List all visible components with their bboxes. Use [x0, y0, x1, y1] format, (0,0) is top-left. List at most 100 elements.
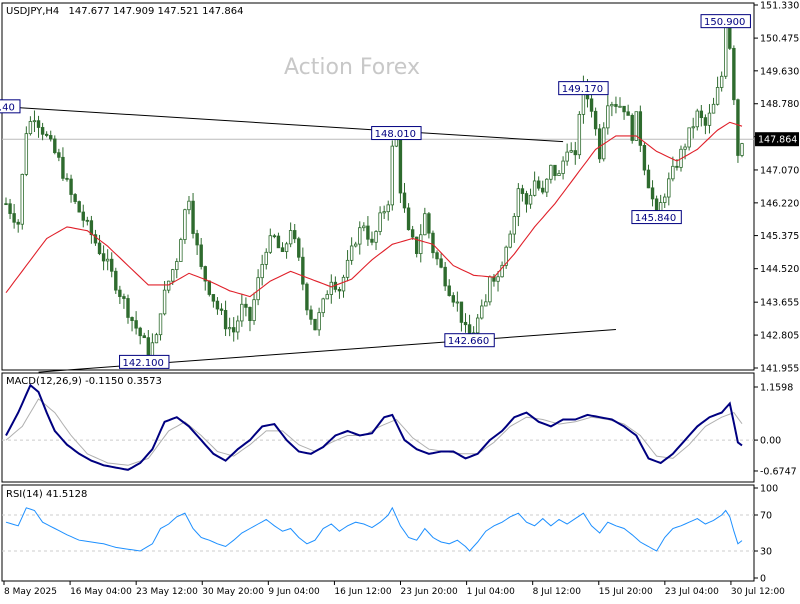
candle-body [53, 138, 57, 154]
candle-body [622, 105, 626, 113]
annotation-box [119, 354, 170, 369]
candle-body [97, 242, 102, 255]
candle [61, 147, 65, 181]
candle-body [44, 133, 49, 136]
rsi-axis-label: 30 [760, 547, 772, 558]
candle-body [606, 105, 610, 129]
candle-body [520, 188, 525, 194]
price-axis-label: 141.955 [760, 364, 799, 375]
candle [565, 143, 569, 166]
annotation-box [558, 81, 609, 96]
annotation-box [700, 14, 751, 29]
price-annotation: 148.40 [0, 99, 21, 114]
candle-body [321, 298, 325, 314]
candle [101, 245, 106, 271]
candle [183, 208, 187, 244]
candle-body [386, 204, 390, 213]
candle [77, 200, 81, 213]
current-price-label: 147.864 [758, 135, 797, 146]
candle [301, 247, 305, 291]
macd-pane-frame [1, 372, 755, 483]
time-axis-label: 30 Jul 12:00 [731, 587, 785, 597]
candle [138, 326, 142, 345]
candle [536, 176, 541, 191]
candle [240, 294, 244, 327]
rsi-pane-frame [1, 484, 755, 582]
candle [630, 113, 634, 144]
candle-body [118, 289, 122, 297]
time-axis-label: 30 May 20:00 [202, 587, 264, 597]
candle [73, 193, 77, 204]
macd-main-line [5, 383, 743, 471]
candle-body [65, 177, 69, 180]
candle-body [297, 238, 301, 258]
candle [410, 225, 415, 240]
candle-body [199, 244, 203, 267]
candle-body [240, 303, 244, 322]
candle [406, 203, 411, 231]
candle [114, 267, 118, 294]
candle [435, 250, 439, 266]
candle-body [667, 178, 671, 198]
candle [549, 164, 553, 184]
ohlc-values: 147.677 147.909 147.521 147.864 [68, 6, 243, 17]
rsi-axis-label: 70 [760, 511, 772, 522]
candle-body [122, 296, 126, 299]
time-axis-label: 16 Jun 12:00 [334, 587, 391, 597]
candle [313, 318, 317, 331]
price-axis-label: 143.655 [760, 298, 799, 309]
candle [390, 140, 394, 211]
candle-body [496, 276, 500, 282]
candle-body [89, 220, 94, 236]
candle [504, 245, 508, 269]
symbol-timeframe: USDJPY,H4 [6, 6, 59, 17]
candle-body [276, 235, 281, 249]
candle [488, 275, 492, 306]
candle [154, 332, 159, 344]
candle-body [508, 233, 512, 248]
candle [475, 314, 480, 337]
candle [305, 282, 309, 316]
candle-body [711, 103, 716, 114]
macd-title: MACD(12,26,9) -0.1150 0.3573 [6, 376, 162, 387]
price-axis-label: 146.220 [760, 198, 799, 209]
candle [577, 111, 582, 159]
candle-body [40, 127, 45, 135]
main-header: USDJPY,H4 147.677 147.909 147.521 147.86… [6, 6, 243, 17]
candle [642, 142, 647, 176]
candle-body [313, 318, 317, 331]
candle-body [305, 283, 309, 311]
candle [93, 229, 98, 246]
candle [16, 219, 20, 233]
candle [707, 104, 712, 134]
candle-body [358, 227, 362, 245]
candle [162, 281, 167, 316]
candle-body [203, 266, 207, 282]
candle-body [61, 156, 65, 179]
candle-body [528, 194, 533, 205]
candle-body [463, 321, 468, 326]
candle [569, 142, 573, 154]
candle-body [301, 256, 305, 285]
time-axis-label: 23 May 12:00 [136, 587, 198, 597]
candle [732, 45, 736, 106]
time-axis-label: 23 Jul 04:00 [665, 587, 719, 597]
candle-body [146, 337, 151, 356]
candle [325, 290, 329, 300]
candle-body [166, 280, 171, 291]
candle [28, 116, 33, 136]
candle-body [179, 239, 183, 262]
candle-body [390, 145, 394, 206]
candle [105, 249, 110, 271]
candle-body [309, 309, 313, 320]
candle-body [630, 114, 634, 141]
candle [545, 178, 549, 198]
candle [423, 207, 427, 236]
candle [715, 76, 720, 106]
candle-body [500, 264, 504, 278]
candle [724, 22, 728, 79]
candle [85, 216, 90, 226]
candle [24, 126, 29, 177]
candle [65, 173, 69, 182]
candle-body [435, 252, 439, 260]
